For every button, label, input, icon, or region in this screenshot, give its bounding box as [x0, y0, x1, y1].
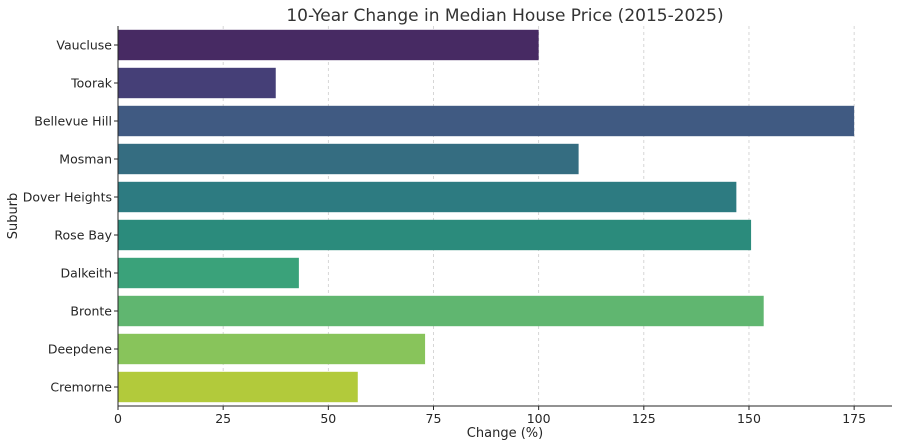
- bar-toorak: [118, 67, 276, 99]
- bar-cremorne: [118, 371, 358, 403]
- bars: [118, 29, 855, 403]
- y-tick-label-vaucluse: Vaucluse: [56, 38, 112, 53]
- y-tick-label-toorak: Toorak: [70, 76, 113, 91]
- bar-mosman: [118, 143, 579, 175]
- y-tick-labels: Vaucluse Toorak Bellevue Hill Mosman Dover H…: [23, 38, 118, 395]
- bar-deepdene: [118, 333, 426, 365]
- y-tick-label-rose-bay: Rose Bay: [54, 228, 112, 243]
- x-tick-label-100: 100: [527, 411, 551, 426]
- bar-bellevue-hill: [118, 105, 855, 137]
- bar-dover-heights: [118, 181, 737, 213]
- y-tick-label-bellevue-hill: Bellevue Hill: [34, 114, 112, 129]
- bar-vaucluse: [118, 29, 539, 61]
- y-tick-label-cremorne: Cremorne: [50, 380, 112, 395]
- x-tick-label-125: 125: [632, 411, 656, 426]
- x-axis-label: Change (%): [467, 426, 543, 441]
- y-tick-label-bronte: Bronte: [70, 304, 112, 319]
- y-tick-label-deepdene: Deepdene: [48, 342, 112, 357]
- y-tick-label-dover-heights: Dover Heights: [23, 190, 112, 205]
- x-tick-label-50: 50: [320, 411, 336, 426]
- x-tick-labels: 0 25 50 75 100 125 150 175: [114, 406, 866, 426]
- x-tick-label-75: 75: [426, 411, 442, 426]
- x-tick-label-175: 175: [842, 411, 866, 426]
- x-tick-label-25: 25: [215, 411, 231, 426]
- y-tick-label-mosman: Mosman: [59, 152, 112, 167]
- chart-title: 10-Year Change in Median House Price (20…: [286, 6, 723, 26]
- bar-bronte: [118, 295, 764, 327]
- x-tick-label-150: 150: [737, 411, 761, 426]
- bar-dalkeith: [118, 257, 299, 289]
- y-tick-label-dalkeith: Dalkeith: [60, 266, 112, 281]
- bar-rose-bay: [118, 219, 752, 251]
- y-axis-label: Suburb: [6, 193, 21, 240]
- x-tick-label-0: 0: [114, 411, 122, 426]
